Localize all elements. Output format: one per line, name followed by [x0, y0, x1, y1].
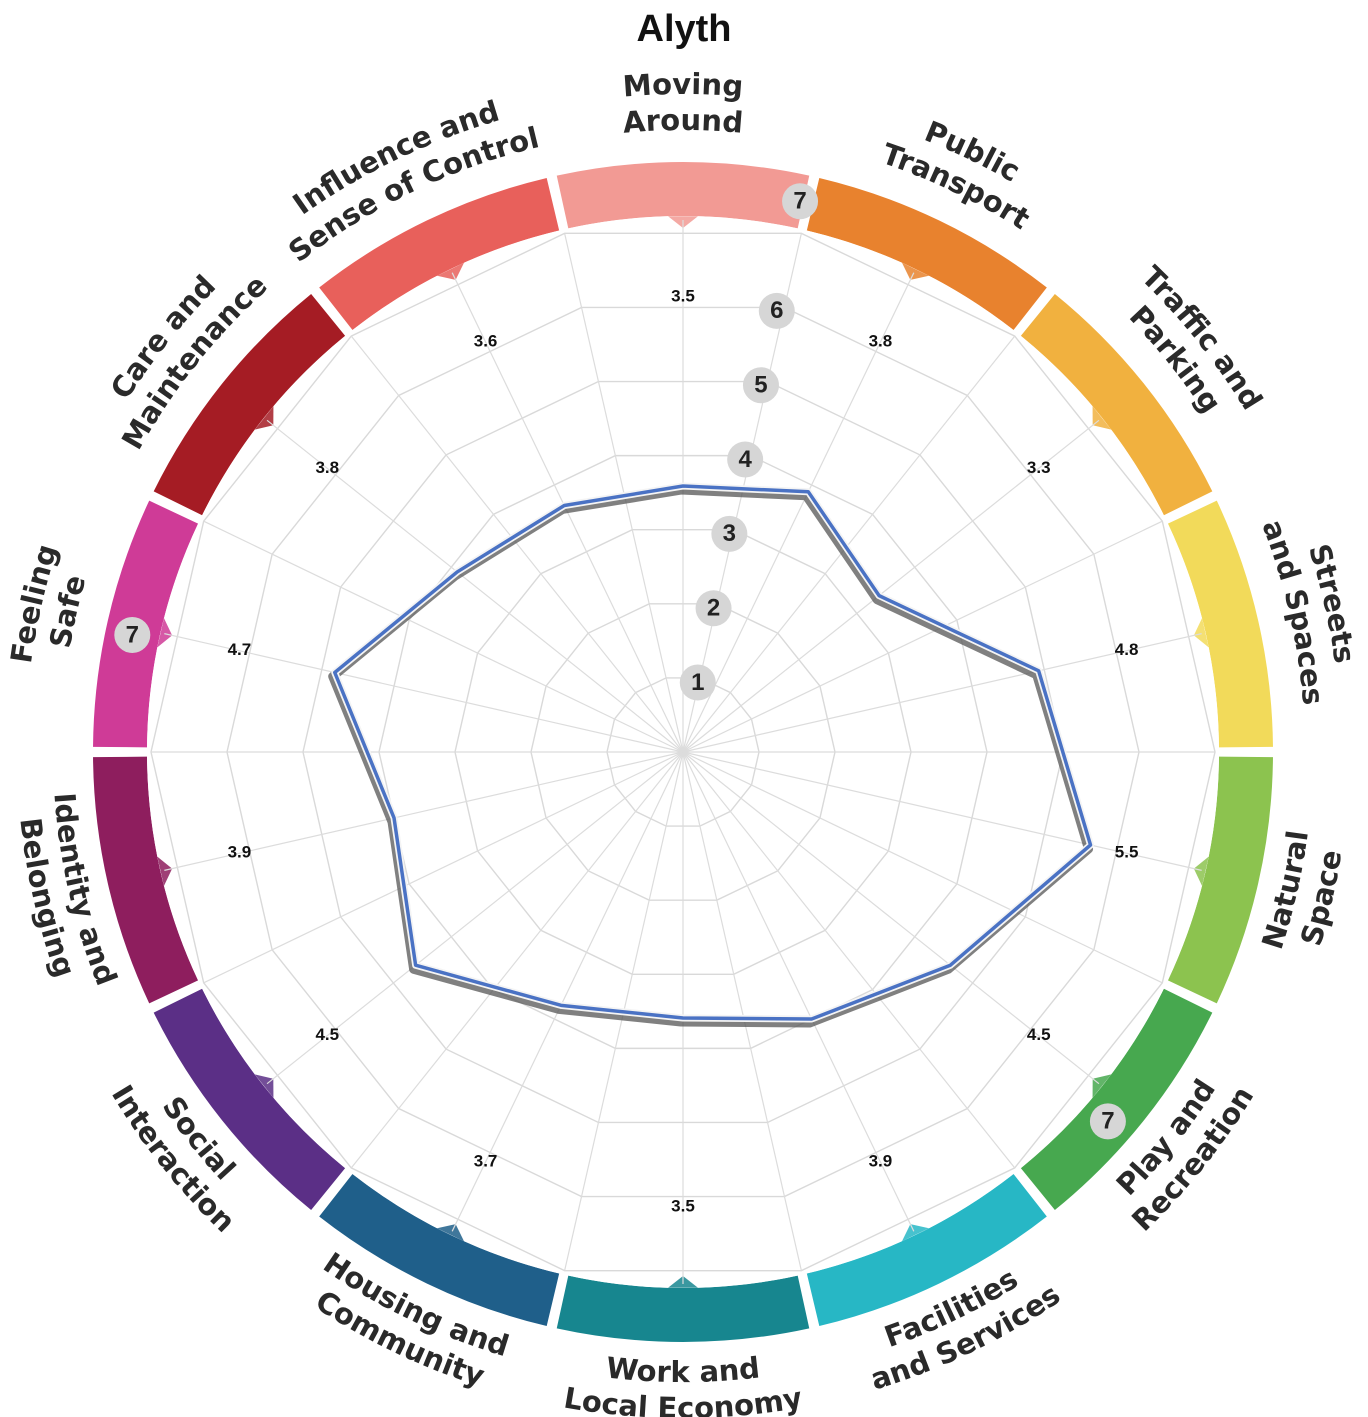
- scale-tick: 7: [114, 616, 151, 653]
- grid-spoke: [682, 751, 1202, 871]
- grid-spoke: [682, 419, 1100, 753]
- tick-badge: [742, 367, 779, 404]
- ring-segment: [1020, 293, 1213, 516]
- axis-marker: [1092, 406, 1112, 430]
- axis-marker: [1092, 1074, 1112, 1098]
- grid-spoke: [451, 751, 684, 1232]
- grid-spoke: [682, 751, 1163, 984]
- chart-title: Alyth: [636, 8, 732, 50]
- data-label: 4.8: [1115, 640, 1139, 659]
- data-label: 3.8: [315, 458, 339, 477]
- data-label: 3.5: [671, 1196, 695, 1215]
- tick-badge: [711, 515, 748, 552]
- grid-spoke: [266, 419, 684, 753]
- grid-spoke: [266, 751, 684, 1085]
- tick-badge: [114, 616, 151, 653]
- tick-badge: [758, 292, 795, 329]
- tick-label: 7: [793, 188, 806, 215]
- tick-label: 2: [707, 595, 720, 622]
- tick-label: 7: [126, 621, 139, 648]
- axis-marker: [254, 1074, 274, 1098]
- tick-label: 6: [770, 297, 783, 324]
- category-label: Around: [622, 103, 745, 140]
- ring-segment: [556, 1275, 810, 1343]
- ring-segment: [1020, 988, 1213, 1211]
- axis-marker: [254, 406, 274, 430]
- data-label: 5.5: [1115, 843, 1139, 862]
- scale-tick: 2: [695, 590, 732, 627]
- category-label: Moving: [622, 67, 745, 104]
- tick-label: 5: [754, 372, 767, 399]
- data-label: 4.5: [1027, 1025, 1051, 1044]
- ring-segment: [93, 756, 199, 1004]
- tick-badge: [782, 183, 819, 220]
- axis-marker: [437, 1224, 465, 1242]
- axis-marker: [157, 856, 173, 886]
- tick-label: 4: [738, 446, 752, 473]
- category-label: Work and: [605, 1350, 762, 1389]
- grid-spoke: [350, 335, 684, 753]
- grid-spoke: [682, 272, 915, 753]
- data-label: 4.7: [228, 640, 252, 659]
- scale-tick: 5: [742, 367, 779, 404]
- scale-tick: 6: [758, 292, 795, 329]
- grid-spoke: [682, 335, 1016, 753]
- data-label: 3.9: [228, 843, 252, 862]
- ring-segment: [319, 177, 560, 331]
- grid-spoke: [203, 751, 684, 984]
- grid-spoke: [350, 751, 684, 1169]
- tick-label: 7: [1101, 1108, 1114, 1135]
- tick-badge: [679, 664, 716, 701]
- grid-spoke: [682, 520, 1163, 753]
- data-label: 4.5: [315, 1025, 339, 1044]
- tick-badge: [1089, 1103, 1126, 1140]
- tick-badge: [695, 590, 732, 627]
- ring-segment: [319, 1173, 560, 1327]
- ring-segment: [153, 293, 346, 516]
- axis-marker: [901, 262, 929, 280]
- data-label: 3.8: [869, 332, 893, 351]
- scale-tick: 1: [679, 664, 716, 701]
- ring-segment: [153, 988, 346, 1211]
- data-label: 3.7: [474, 1151, 498, 1170]
- scale-ticks: 1 2 3 4 5 6 7 7 7: [114, 183, 1126, 1140]
- ring-segment: [1167, 756, 1273, 1004]
- ring-segment: [556, 162, 810, 229]
- axis-marker: [901, 1224, 929, 1242]
- axis-marker: [1193, 856, 1209, 886]
- axis-marker: [1193, 618, 1209, 648]
- grid-spoke: [682, 751, 1016, 1169]
- axis-marker: [437, 262, 465, 280]
- value-labels: 3.5 3.8 3.3 4.8 5.5 4.5 3.9 3.5 3.7 4.5 3.9 4.7 3.8 3…: [228, 286, 1139, 1215]
- data-label: 3.9: [869, 1151, 893, 1170]
- grid-spoke: [682, 751, 802, 1271]
- scale-tick: 3: [711, 515, 748, 552]
- scale-tick: 7: [1089, 1103, 1126, 1140]
- grid-spoke: [203, 520, 684, 753]
- ring-segment: [1167, 500, 1273, 748]
- data-label: 3.3: [1027, 458, 1051, 477]
- category-ring: [93, 162, 1273, 1343]
- scale-tick: 4: [727, 441, 764, 478]
- axis-marker: [157, 618, 173, 648]
- ring-segment: [806, 177, 1047, 331]
- scale-tick: 7: [782, 183, 819, 220]
- data-label: 3.6: [474, 332, 498, 351]
- grid-spoke: [682, 751, 1100, 1085]
- data-label: 3.5: [671, 286, 695, 305]
- grid-spoke: [164, 633, 684, 753]
- series-line: [333, 484, 1093, 1021]
- tick-label: 1: [691, 669, 704, 696]
- grid-spoke: [164, 751, 684, 871]
- tick-label: 3: [723, 520, 736, 547]
- grid-spoke: [682, 751, 915, 1232]
- tick-badge: [727, 441, 764, 478]
- grid-spoke: [682, 633, 1202, 753]
- ring-segment: [806, 1173, 1047, 1327]
